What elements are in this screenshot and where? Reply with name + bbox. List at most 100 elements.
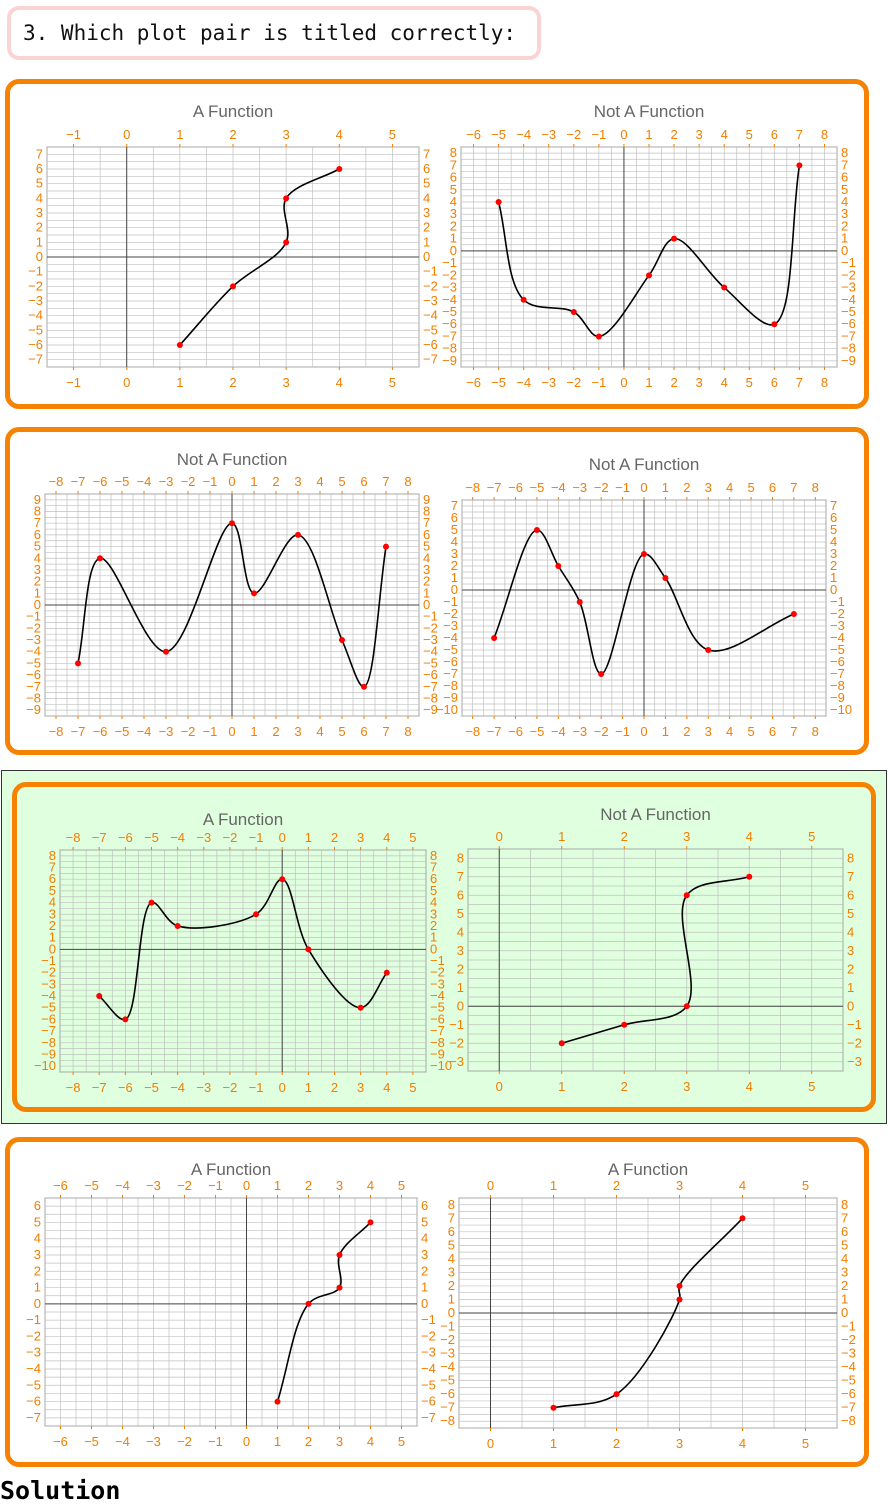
y-tick-label: −6 xyxy=(430,1011,445,1026)
y-tick-label: −4 xyxy=(41,988,56,1003)
plot-pair-1[interactable]: −1 −1 0 0 1 1 2 2 3 3 4 4 5 5 −7 −7 −6 −6 −5 −5 −4 −4 −3 −3 −2 −2… xyxy=(5,79,869,409)
x-tick-label: −3 xyxy=(572,480,587,495)
x-tick-label: 1 xyxy=(662,480,669,495)
y-tick-label: 3 xyxy=(34,562,41,577)
x-tick-label: −2 xyxy=(566,375,581,390)
y-tick-label: 0 xyxy=(34,1296,41,1311)
data-point xyxy=(279,876,286,883)
y-tick-label: 7 xyxy=(430,860,437,875)
x-tick-label: −3 xyxy=(146,1178,161,1193)
question-text: 3. Which plot pair is titled correctly: xyxy=(23,21,517,45)
y-tick-label: −8 xyxy=(430,1035,445,1050)
data-point xyxy=(598,671,605,677)
data-point xyxy=(383,543,389,550)
y-tick-label: −6 xyxy=(841,1386,856,1401)
x-tick-label: 6 xyxy=(771,127,778,142)
y-tick-label: −5 xyxy=(26,1377,41,1392)
x-tick-label: 5 xyxy=(808,1079,815,1094)
x-tick-label: 1 xyxy=(176,127,183,142)
y-tick-label: 3 xyxy=(451,546,458,561)
x-tick-label: 2 xyxy=(229,127,236,142)
axes xyxy=(47,147,419,367)
y-tick-label: 2 xyxy=(34,1263,41,1278)
x-tick-label: −3 xyxy=(541,375,556,390)
x-tick-label: 1 xyxy=(645,127,652,142)
y-tick-label: 2 xyxy=(841,218,848,233)
x-tick-label: 3 xyxy=(283,127,290,142)
y-tick-label: 5 xyxy=(830,522,837,537)
y-tick-label: −6 xyxy=(28,337,43,352)
y-tick-label: 2 xyxy=(36,220,43,235)
y-tick-label: 6 xyxy=(448,1224,455,1239)
x-tick-label: 4 xyxy=(746,829,753,844)
y-tick-label: 2 xyxy=(847,961,854,976)
y-tick-label: −9 xyxy=(443,690,458,705)
y-tick-label: −6 xyxy=(423,667,438,682)
x-tick-label: 7 xyxy=(790,480,797,495)
y-tick-label: −10 xyxy=(34,1058,56,1073)
y-tick-label: 5 xyxy=(423,539,430,554)
x-tick-label: 0 xyxy=(620,127,627,142)
plot-pair-2[interactable]: −8 −8 −7 −7 −6 −6 −5 −5 −4 −4 −3 −3 −2 −2 −1 −1 0 0 1 1 2 2 3 3… xyxy=(5,427,869,755)
data-point xyxy=(576,599,583,605)
x-tick-label: −1 xyxy=(615,480,630,495)
x-tick-label: 8 xyxy=(812,480,819,495)
x-tick-label: 5 xyxy=(802,1436,809,1451)
x-tick-label: −2 xyxy=(223,830,238,845)
y-tick-label: 8 xyxy=(847,850,854,865)
x-tick-label: 0 xyxy=(123,375,130,390)
y-tick-label: −2 xyxy=(26,1328,41,1343)
x-tick-label: 3 xyxy=(357,1080,364,1095)
x-tick-label: 4 xyxy=(336,127,343,142)
y-tick-label: 2 xyxy=(457,961,464,976)
x-tick-label: −4 xyxy=(137,474,152,489)
y-tick-label: −9 xyxy=(41,1046,56,1061)
x-tick-label: 3 xyxy=(336,1434,343,1449)
series-line xyxy=(561,875,750,1045)
y-tick-label: 4 xyxy=(841,194,848,209)
y-tick-label: −3 xyxy=(847,1054,862,1069)
x-tick-label: −6 xyxy=(508,480,523,495)
y-tick-label: 3 xyxy=(841,206,848,221)
y-tick-label: 5 xyxy=(34,1214,41,1229)
plot-pair-4[interactable]: −6 −6 −5 −5 −4 −4 −3 −3 −2 −2 −1 −1 0 0 1 1 2 2 3 3 4 4 5 5 −7 −7… xyxy=(5,1137,869,1467)
y-tick-label: −6 xyxy=(26,1394,41,1409)
y-tick-label: −5 xyxy=(830,642,845,657)
y-tick-label: 0 xyxy=(448,1305,455,1320)
y-tick-label: −7 xyxy=(841,328,856,343)
y-tick-label: 1 xyxy=(421,1280,428,1295)
y-tick-label: −4 xyxy=(442,292,457,307)
y-tick-label: −1 xyxy=(442,255,457,270)
x-tick-label: −6 xyxy=(93,474,108,489)
y-tick-label: 1 xyxy=(430,930,437,945)
y-tick-label: 5 xyxy=(36,176,43,191)
data-point xyxy=(336,166,343,172)
y-tick-label: 7 xyxy=(423,146,430,161)
x-tick-label: −8 xyxy=(49,724,64,739)
y-tick-label: −3 xyxy=(421,1345,436,1360)
y-tick-label: 0 xyxy=(421,1296,428,1311)
y-tick-label: 7 xyxy=(841,157,848,172)
y-tick-label: 8 xyxy=(49,848,56,863)
x-tick-label: −6 xyxy=(466,127,481,142)
x-tick-label: −2 xyxy=(177,1178,192,1193)
x-tick-label: −6 xyxy=(466,375,481,390)
x-tick-label: 5 xyxy=(808,829,815,844)
x-tick-label: −5 xyxy=(491,375,506,390)
data-point xyxy=(251,590,257,597)
y-tick-label: −8 xyxy=(26,690,41,705)
y-tick-label: 0 xyxy=(841,1305,848,1320)
x-tick-label: 0 xyxy=(123,127,130,142)
data-point xyxy=(495,199,502,205)
plot-2-left: −8−8−7−7−6−6−5−5−4−4−3−3−2−2−1−100112233… xyxy=(26,450,438,739)
y-tick-label: 8 xyxy=(448,1197,455,1212)
y-tick-label: −2 xyxy=(440,1332,455,1347)
y-tick-label: −5 xyxy=(423,322,438,337)
plot-pair-3[interactable]: −8 −8 −7 −7 −6 −6 −5 −5 −4 −4 −3 −3 −2 −2 −1 −1 0 0 1 1 2 2 3 3… xyxy=(12,782,876,1112)
data-point xyxy=(746,873,753,880)
y-tick-label: −4 xyxy=(440,1359,455,1374)
y-tick-label: 8 xyxy=(841,1197,848,1212)
x-tick-label: −4 xyxy=(170,830,185,845)
y-tick-label: 0 xyxy=(830,582,837,597)
grid xyxy=(59,849,427,1073)
